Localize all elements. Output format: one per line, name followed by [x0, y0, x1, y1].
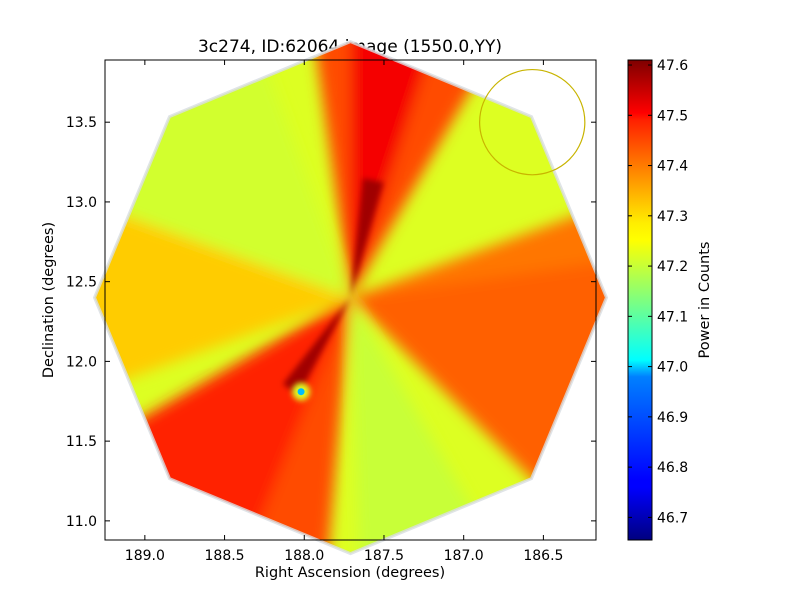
- wedge-south-east-core: [94, 297, 351, 554]
- x-tick-label: 188.0: [284, 548, 324, 564]
- y-axis: 11.0 11.5 12.0 12.5 13.0 13.5: [66, 115, 596, 530]
- wedge-east: [94, 188, 351, 408]
- colorbar-ticks: 46.7 46.8 46.9 47.0 47.1 47.2 47.3 47.4 47.5 47.6: [628, 58, 688, 526]
- wedge-north-east: [94, 41, 351, 298]
- x-tick-label: 186.5: [523, 548, 563, 564]
- x-tick-label: 187.5: [364, 548, 404, 564]
- x-axis-label: Right Ascension (degrees): [255, 565, 445, 581]
- heatmap-image: [92, 39, 609, 556]
- heatmap-edge: [92, 39, 609, 556]
- y-axis-label: Declination (degrees): [41, 222, 57, 378]
- colorbar-gradient: [627, 59, 653, 541]
- y-tick-label: 12.0: [66, 354, 97, 370]
- colorbar-tick-label: 46.7: [657, 510, 688, 526]
- beam-circle: [479, 68, 586, 176]
- wedge-north-core: [350, 41, 444, 298]
- y-tick-label: 12.5: [66, 275, 97, 291]
- y-tick-label: 13.0: [66, 195, 97, 211]
- colorbar: 46.7 46.8 46.9 47.0 47.1 47.2 47.3 47.4 47.5 47.6…: [627, 58, 713, 541]
- plot-frame: [104, 59, 597, 541]
- colorbar-tick-label: 47.6: [657, 58, 688, 74]
- colorbar-tick-label: 47.5: [657, 108, 688, 124]
- colorbar-label: Power in Counts: [697, 242, 713, 359]
- dip-marker: [292, 382, 311, 401]
- x-tick-label: 189.0: [125, 548, 165, 564]
- colorbar-tick-label: 46.8: [657, 460, 688, 476]
- colorbar-tick-label: 47.1: [657, 309, 688, 325]
- colorbar-tick-label: 47.4: [657, 159, 688, 175]
- colorbar-tick-label: 47.3: [657, 209, 688, 225]
- x-axis: 189.0 188.5 188.0 187.5 187.0 186.5: [125, 60, 563, 564]
- y-tick-label: 13.5: [66, 115, 97, 131]
- colorbar-tick-label: 47.0: [657, 360, 688, 376]
- colorbar-tick-label: 46.9: [657, 410, 688, 426]
- x-tick-label: 188.5: [205, 548, 245, 564]
- heatmap-octagon: [94, 41, 607, 554]
- y-tick-label: 11.5: [66, 434, 97, 450]
- x-tick-label: 187.0: [444, 548, 484, 564]
- y-tick-label: 11.0: [66, 514, 97, 530]
- colorbar-tick-label: 47.2: [657, 259, 688, 275]
